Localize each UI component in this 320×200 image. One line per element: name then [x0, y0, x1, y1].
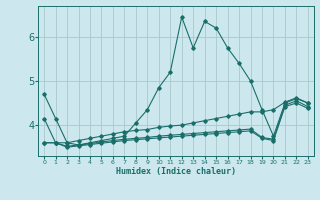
X-axis label: Humidex (Indice chaleur): Humidex (Indice chaleur)	[116, 167, 236, 176]
